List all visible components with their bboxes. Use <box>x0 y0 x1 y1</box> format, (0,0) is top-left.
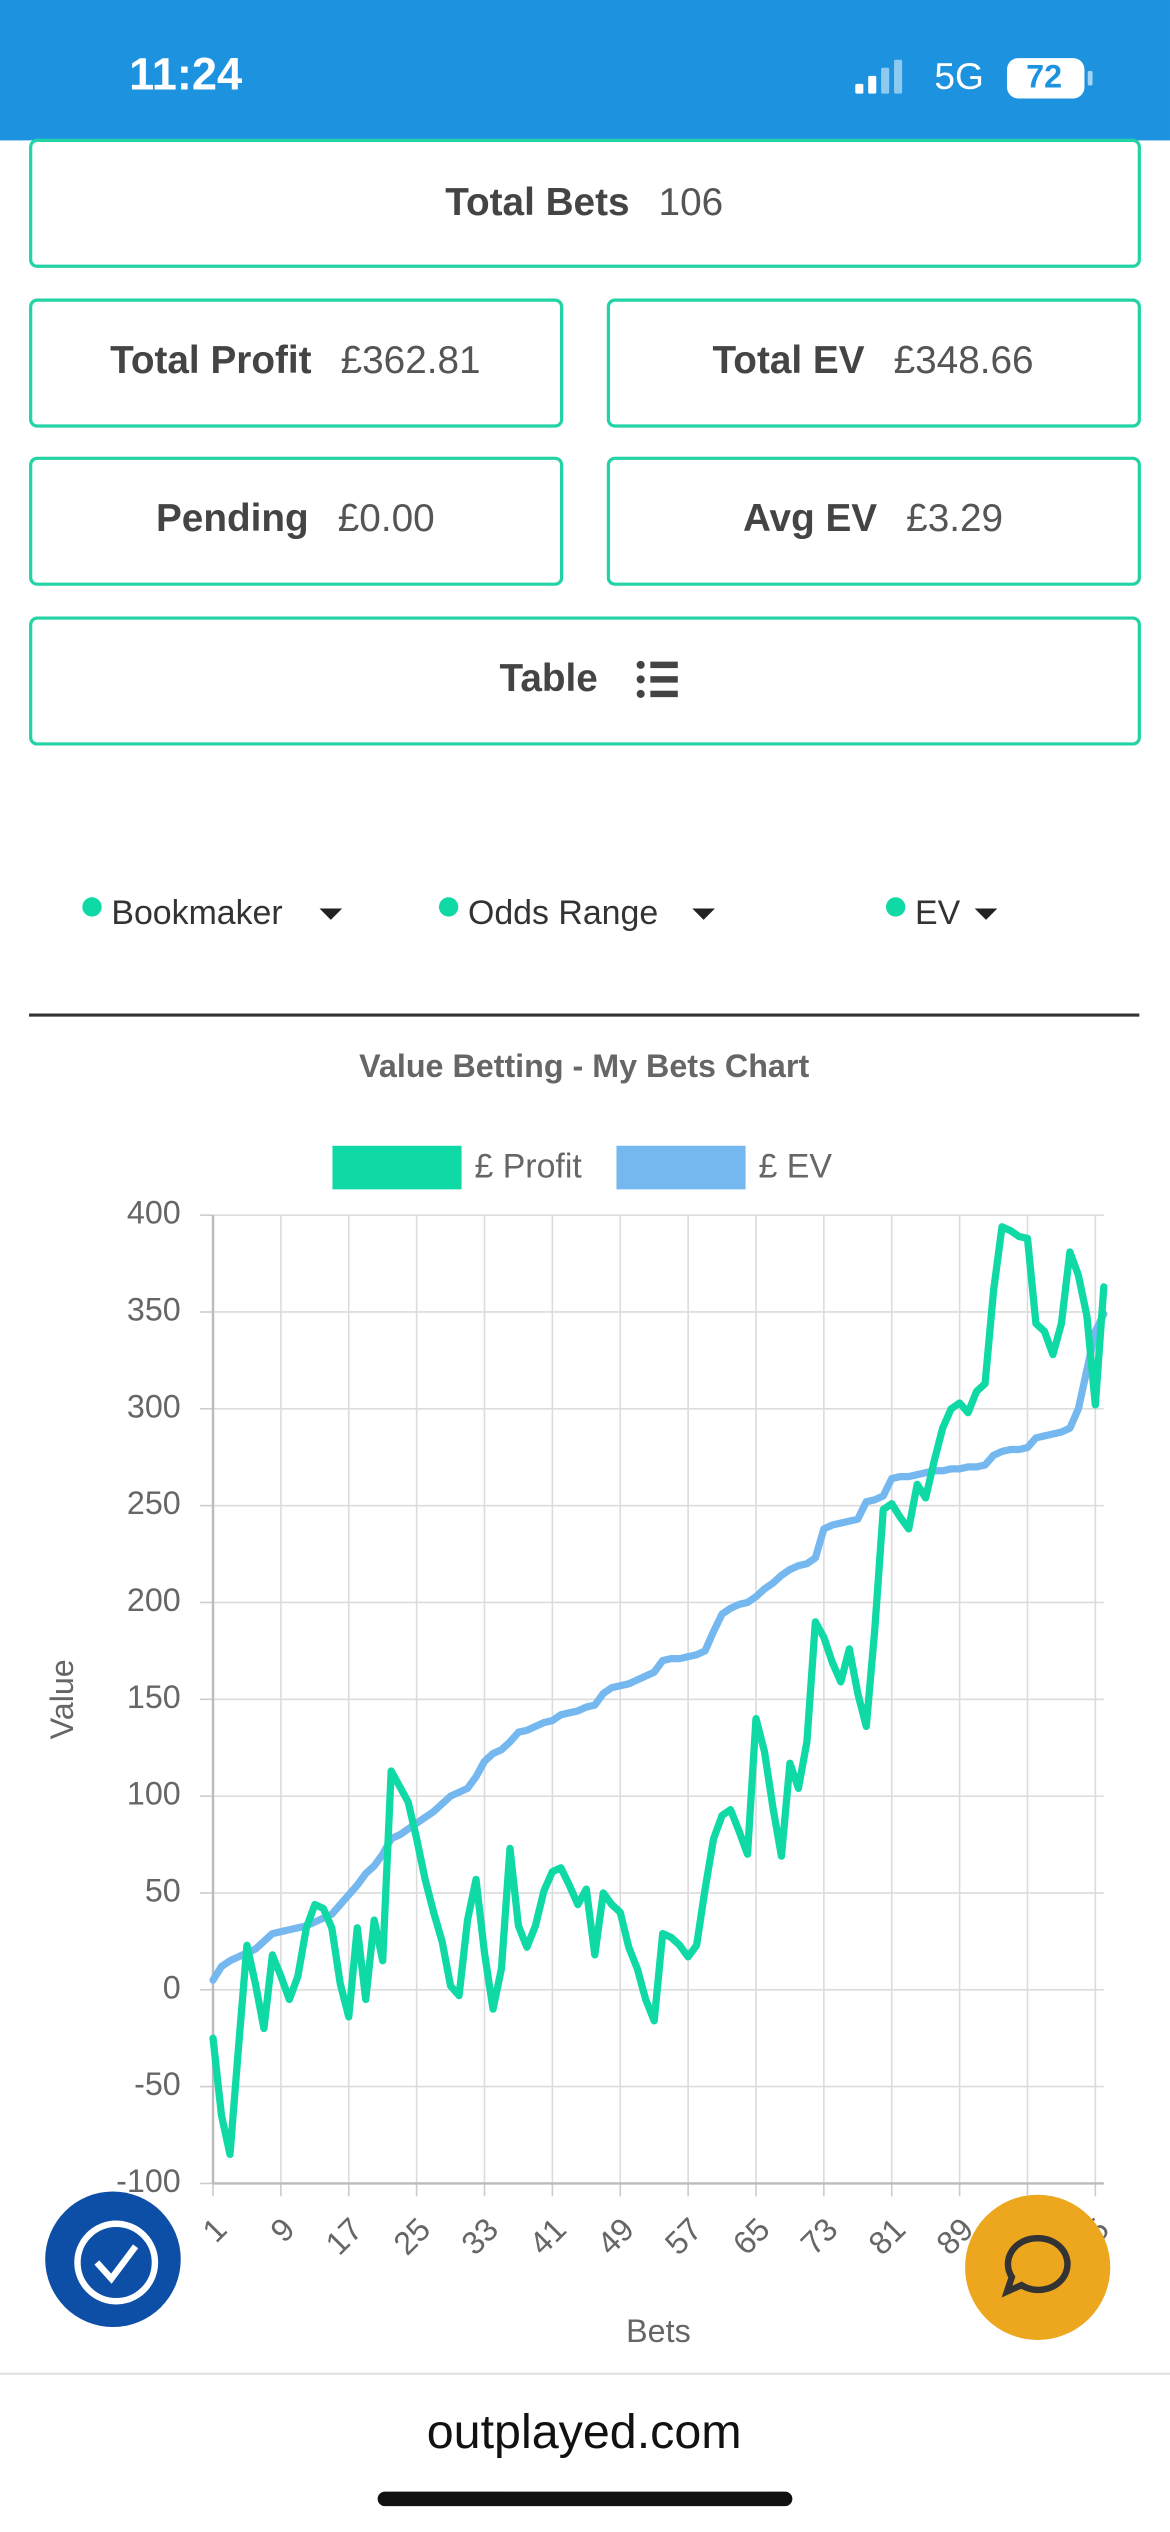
signal-icon <box>855 59 903 94</box>
stat-label: Total Bets <box>445 181 629 224</box>
filter[interactable]: EV <box>885 894 998 932</box>
y-tick-label: 350 <box>127 1292 181 1328</box>
url: outplayed.com <box>427 2405 742 2459</box>
filter[interactable]: Bookmaker <box>82 894 343 932</box>
stat-label: Avg EV <box>743 497 877 540</box>
cookie-ring[interactable] <box>74 2220 159 2305</box>
filter-dot <box>82 897 102 917</box>
y-tick-label: 250 <box>127 1485 181 1521</box>
y-tick-label: 0 <box>163 1969 181 2005</box>
filter-label[interactable]: Odds Range <box>468 894 658 932</box>
chart-title: Value Betting - My Bets Chart <box>359 1048 809 1084</box>
y-tick-label: 100 <box>127 1776 181 1812</box>
stat-value: £0.00 <box>338 497 435 540</box>
legend-label: £ EV <box>758 1147 832 1185</box>
dropdown-arrow <box>319 908 343 920</box>
legend-swatch <box>616 1145 746 1190</box>
y-axis-title: Value <box>44 1659 80 1739</box>
y-tick-label: 400 <box>127 1195 181 1231</box>
filter-label[interactable]: Bookmaker <box>111 894 282 932</box>
stat-label: Total EV <box>713 339 865 382</box>
stat-card <box>29 298 564 428</box>
legend-label: £ Profit <box>474 1147 582 1185</box>
stat-card <box>606 456 1141 586</box>
button-frame[interactable] <box>29 616 1141 746</box>
stat-value: £3.29 <box>906 497 1003 540</box>
x-tick-label: 9 <box>263 2211 301 2249</box>
battery-level: 72 <box>1026 59 1062 95</box>
x-tick-label: 81 <box>862 2211 913 2262</box>
stat-value: 106 <box>659 181 724 224</box>
time: 11:24 <box>129 48 242 99</box>
stat-card <box>29 456 564 586</box>
list-icon <box>636 660 678 698</box>
y-tick-label: 200 <box>127 1582 181 1618</box>
legend-swatch <box>332 1145 462 1190</box>
stat-value: £348.66 <box>894 339 1034 382</box>
stat: Avg EV £3.29 <box>743 497 1003 540</box>
y-tick-label: 300 <box>127 1388 181 1424</box>
x-tick-label: 17 <box>319 2211 370 2262</box>
x-tick-label: 49 <box>590 2211 641 2262</box>
stat-card <box>29 138 1141 268</box>
y-tick-label: 150 <box>127 1679 181 1715</box>
cookie-bg[interactable] <box>45 2191 181 2328</box>
table-button[interactable]: Table <box>29 616 1141 746</box>
filter-label[interactable]: EV <box>915 894 961 932</box>
stat-value: £362.81 <box>341 339 481 382</box>
filter-dot <box>438 897 459 917</box>
x-tick-label: 57 <box>658 2211 709 2262</box>
dropdown-arrow <box>692 908 715 920</box>
y-tick-label: -50 <box>134 2066 181 2102</box>
chat-bg[interactable] <box>965 2194 1111 2340</box>
cookie-button[interactable] <box>45 2191 181 2328</box>
cookie-check[interactable] <box>94 2244 139 2284</box>
chat-icon[interactable] <box>1001 2235 1071 2298</box>
x-tick-label: 25 <box>386 2211 437 2262</box>
filter[interactable]: Odds Range <box>438 894 715 932</box>
x-tick-label: 1 <box>196 2211 234 2249</box>
battery-icon <box>1007 58 1085 99</box>
chart: Value Betting - My Bets Chart Bets Value… <box>44 1048 1116 2349</box>
stat: Total Bets 106 <box>445 181 723 224</box>
x-tick-label: 73 <box>794 2211 845 2262</box>
overlay <box>45 2191 1111 2340</box>
dropdown-arrow <box>974 908 998 920</box>
x-tick-label: 33 <box>454 2211 505 2262</box>
button-label[interactable]: Table <box>500 657 598 700</box>
stat: Total EV £348.66 <box>713 339 1034 382</box>
series-line <box>209 1223 1108 2159</box>
stat: Total Profit £362.81 <box>110 339 480 382</box>
stat: Pending £0.00 <box>156 497 435 540</box>
stat-card <box>606 298 1141 428</box>
filter-dot <box>885 897 906 917</box>
x-tick-label: 41 <box>522 2211 573 2262</box>
stat-label: Pending <box>156 497 309 540</box>
chat-button[interactable] <box>965 2194 1111 2340</box>
status-bar <box>0 0 1170 141</box>
home-indicator <box>377 2491 793 2507</box>
y-tick-label: 50 <box>145 1872 181 1908</box>
x-tick-label: 65 <box>726 2211 777 2262</box>
series-line <box>209 1310 1108 1984</box>
stat-label: Total Profit <box>110 339 312 382</box>
network: 5G <box>934 55 984 97</box>
battery-tip <box>1087 71 1093 86</box>
x-axis-title: Bets <box>626 2313 691 2349</box>
